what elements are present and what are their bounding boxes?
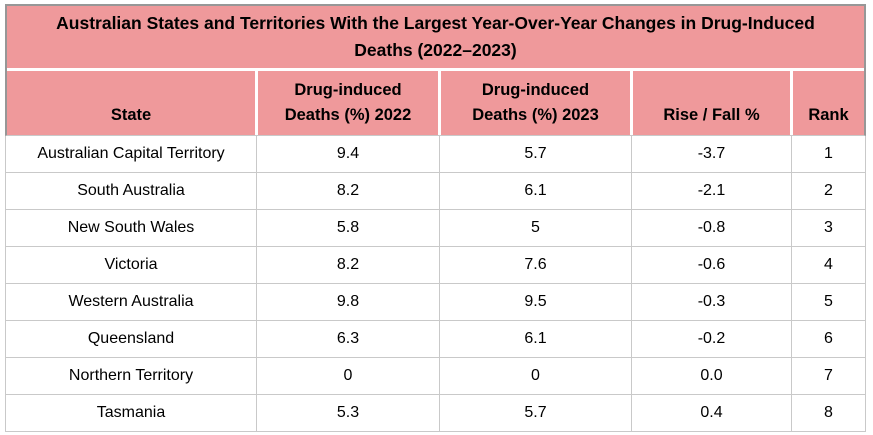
cell-deaths-2023: 5.7 [440,395,632,432]
cell-deaths-2023: 6.1 [440,321,632,358]
table-row: New South Wales 5.8 5 -0.8 3 [6,210,865,247]
column-header-row: State Drug-induced Deaths (%) 2022 Drug-… [7,71,864,135]
cell-state: Western Australia [6,284,257,321]
column-header-deaths-2022: Drug-induced Deaths (%) 2022 [258,71,441,135]
column-header-state: State [7,71,258,135]
title-header-divider [7,68,864,71]
table-row: Western Australia 9.8 9.5 -0.3 5 [6,284,865,321]
table-row: Australian Capital Territory 9.4 5.7 -3.… [6,136,865,173]
cell-rank: 3 [792,210,865,247]
table-body: Australian Capital Territory 9.4 5.7 -3.… [5,136,866,432]
drug-deaths-table: Australian States and Territories With t… [5,4,866,432]
cell-state: Tasmania [6,395,257,432]
cell-rank: 5 [792,284,865,321]
table-title-banner: Australian States and Territories With t… [7,6,864,68]
cell-deaths-2023: 0 [440,358,632,395]
cell-rise-fall: -0.2 [632,321,792,358]
cell-rank: 8 [792,395,865,432]
cell-deaths-2022: 8.2 [257,173,440,210]
column-header-deaths-2023: Drug-induced Deaths (%) 2023 [441,71,633,135]
cell-rank: 6 [792,321,865,358]
cell-deaths-2022: 0 [257,358,440,395]
cell-rise-fall: -0.6 [632,247,792,284]
cell-rise-fall: -0.8 [632,210,792,247]
cell-state: South Australia [6,173,257,210]
cell-state: Queensland [6,321,257,358]
table-row: South Australia 8.2 6.1 -2.1 2 [6,173,865,210]
table-row: Northern Territory 0 0 0.0 7 [6,358,865,395]
cell-deaths-2022: 9.8 [257,284,440,321]
table-row: Tasmania 5.3 5.7 0.4 8 [6,395,865,432]
column-header-rise-fall: Rise / Fall % [633,71,793,135]
cell-rise-fall: -3.7 [632,136,792,173]
cell-rank: 7 [792,358,865,395]
column-header-rank: Rank [793,71,864,135]
table-title: Australian States and Territories With t… [56,13,815,60]
cell-deaths-2023: 6.1 [440,173,632,210]
cell-deaths-2023: 9.5 [440,284,632,321]
cell-deaths-2022: 9.4 [257,136,440,173]
cell-rank: 4 [792,247,865,284]
table-row: Victoria 8.2 7.6 -0.6 4 [6,247,865,284]
cell-state: New South Wales [6,210,257,247]
table-header-section: Australian States and Territories With t… [5,4,866,136]
cell-state: Northern Territory [6,358,257,395]
cell-rise-fall: -2.1 [632,173,792,210]
cell-rank: 1 [792,136,865,173]
cell-deaths-2022: 5.8 [257,210,440,247]
cell-deaths-2023: 5.7 [440,136,632,173]
cell-rise-fall: 0.4 [632,395,792,432]
cell-deaths-2022: 8.2 [257,247,440,284]
cell-deaths-2022: 5.3 [257,395,440,432]
cell-rise-fall: 0.0 [632,358,792,395]
cell-rank: 2 [792,173,865,210]
cell-deaths-2023: 7.6 [440,247,632,284]
cell-deaths-2022: 6.3 [257,321,440,358]
table-row: Queensland 6.3 6.1 -0.2 6 [6,321,865,358]
cell-state: Australian Capital Territory [6,136,257,173]
cell-rise-fall: -0.3 [632,284,792,321]
cell-deaths-2023: 5 [440,210,632,247]
cell-state: Victoria [6,247,257,284]
